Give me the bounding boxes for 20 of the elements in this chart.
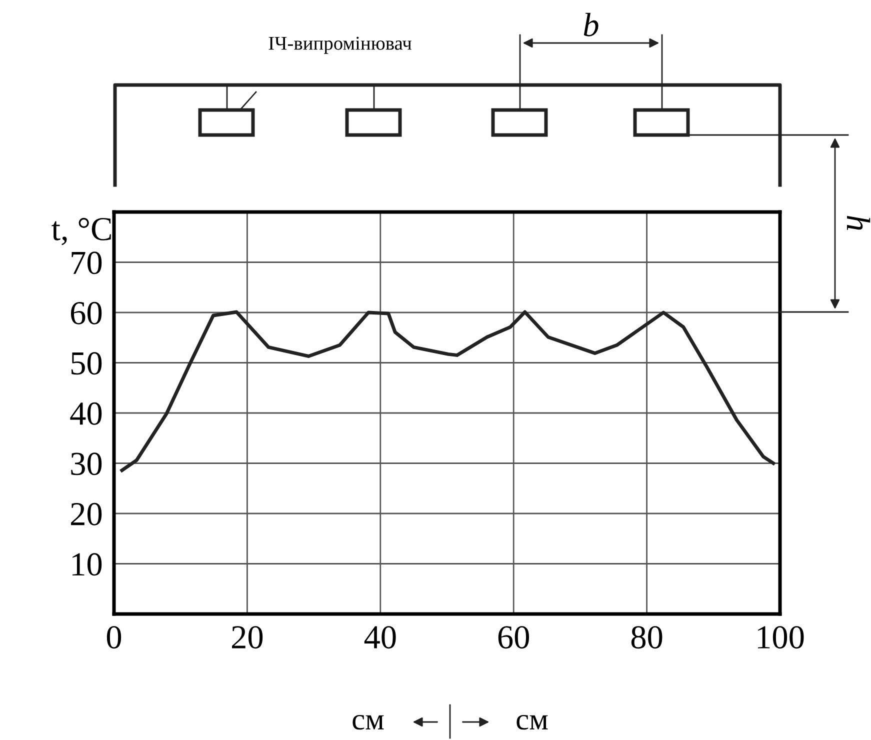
- y-tick-label: 60: [70, 302, 102, 324]
- x-tick-label: 100: [758, 626, 804, 649]
- y-tick-label: 70: [72, 252, 102, 274]
- y-tick-label: 30: [71, 452, 102, 476]
- y-tick-label: 50: [71, 352, 102, 375]
- x-tick-label: 40: [364, 626, 396, 649]
- text: b: [584, 12, 598, 36]
- text: h: [846, 216, 870, 230]
- y-axis-title: t, °C: [52, 218, 111, 246]
- text: см: [516, 714, 548, 730]
- x-tick-label: 0: [106, 626, 122, 649]
- text: см: [352, 714, 384, 730]
- x-tick-label: 60: [498, 626, 529, 649]
- y-tick-label: 10: [72, 553, 102, 576]
- x-tick-label: 80: [631, 626, 662, 649]
- y-tick-label: 40: [70, 402, 102, 425]
- text: ІЧ-випромінювач: [268, 36, 412, 54]
- y-tick-label: 20: [71, 502, 102, 526]
- line-series: [120, 310, 776, 472]
- x-tick-label: 20: [232, 626, 263, 649]
